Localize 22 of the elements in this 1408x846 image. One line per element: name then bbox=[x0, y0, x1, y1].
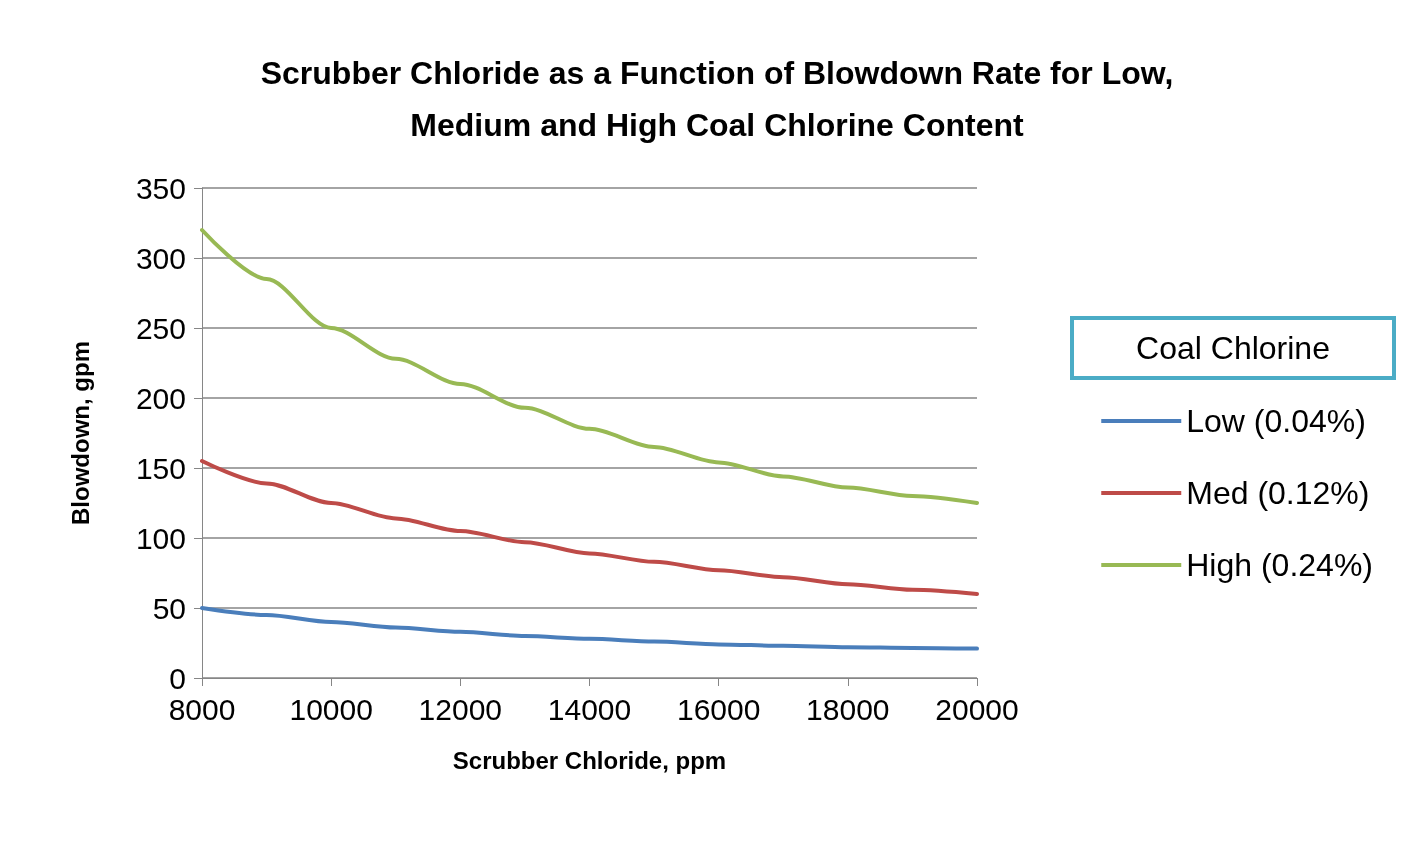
legend-label: Low (0.04%) bbox=[1186, 403, 1366, 439]
y-tick-label: 100 bbox=[135, 521, 186, 555]
y-tick-label: 50 bbox=[152, 591, 186, 625]
x-axis-title: Scrubber Chloride, ppm bbox=[452, 746, 727, 774]
y-axis-title: Blowdown, gpm bbox=[66, 341, 94, 525]
legend-title: Coal Chlorine bbox=[1136, 330, 1330, 366]
x-tick-label: 18000 bbox=[806, 692, 890, 726]
y-tick-label: 300 bbox=[135, 241, 186, 275]
x-tick-label: 16000 bbox=[676, 692, 761, 726]
legend-label: Med (0.12%) bbox=[1186, 475, 1370, 511]
x-tick-label: 20000 bbox=[935, 692, 1019, 726]
y-tick-label: 0 bbox=[169, 661, 186, 695]
legend-label: High (0.24%) bbox=[1186, 547, 1373, 583]
x-tick-label: 10000 bbox=[289, 692, 373, 726]
x-tick-label: 8000 bbox=[168, 692, 236, 726]
y-tick-label: 250 bbox=[135, 311, 186, 345]
x-tick-label: 14000 bbox=[547, 692, 632, 726]
y-tick-label: 350 bbox=[135, 171, 186, 205]
x-tick-label: 12000 bbox=[418, 692, 503, 726]
y-tick-label: 150 bbox=[135, 451, 186, 485]
chart-title: Scrubber Chloride as a Function of Blowdown Rate for Low, Medium and High Coal Chlorine Content bbox=[260, 55, 1174, 143]
y-tick-label: 200 bbox=[135, 381, 186, 415]
